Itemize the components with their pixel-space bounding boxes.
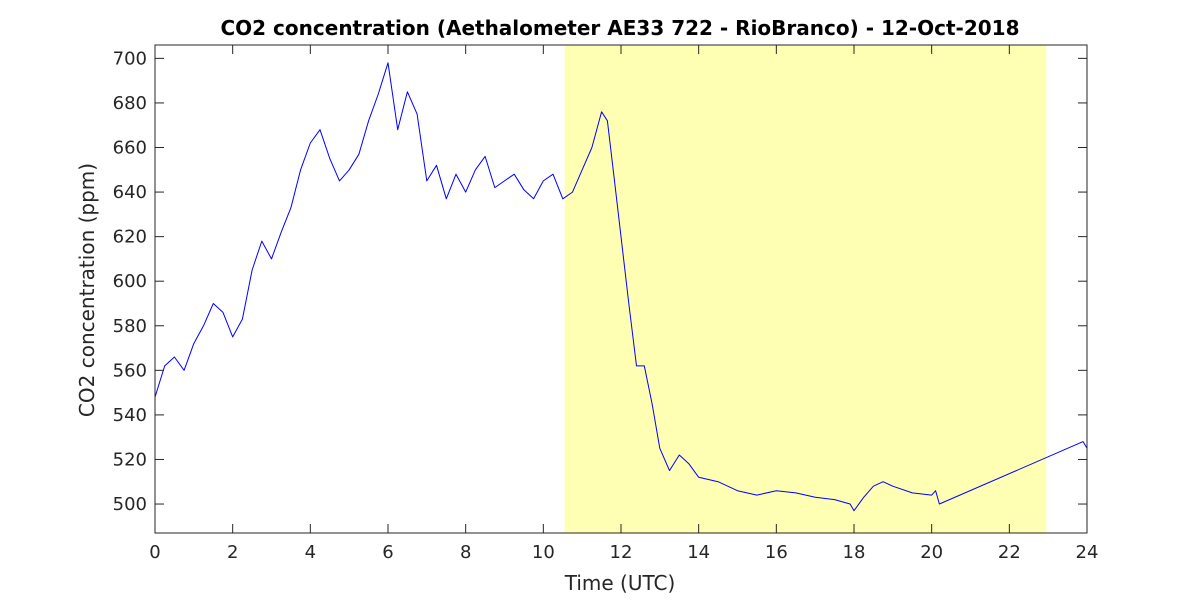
x-tick-label: 20	[920, 542, 943, 563]
x-tick-label: 0	[149, 542, 160, 563]
co2-series-line	[154, 62, 1088, 512]
x-axis-label: Time (UTC)	[564, 571, 676, 595]
y-tick-label: 700	[113, 48, 147, 69]
x-tick-label: 2	[227, 542, 238, 563]
x-tick-label: 14	[687, 542, 710, 563]
y-tick-label: 620	[113, 227, 147, 248]
y-tick-label: 580	[113, 316, 147, 337]
x-tick-label: 10	[532, 542, 555, 563]
x-tick-label: 18	[843, 542, 866, 563]
x-tick-label: 8	[460, 542, 471, 563]
y-tick-label: 600	[113, 271, 147, 292]
series-layer	[154, 62, 1088, 512]
x-tick-label: 4	[305, 542, 316, 563]
shaded-time-band	[564, 45, 1047, 533]
x-tick-label: 24	[1076, 542, 1099, 563]
chart-title: CO2 concentration (Aethalometer AE33 722…	[221, 16, 1020, 40]
y-tick-label: 520	[113, 449, 147, 470]
y-tick-label: 680	[113, 93, 147, 114]
y-tick-label: 500	[113, 494, 147, 515]
x-tick-label: 6	[382, 542, 393, 563]
y-tick-label: 640	[113, 182, 147, 203]
y-tick-label: 660	[113, 138, 147, 159]
y-tick-label: 540	[113, 405, 147, 426]
y-tick-label: 560	[113, 360, 147, 381]
y-axis-label: CO2 concentration (ppm)	[75, 163, 99, 417]
x-tick-label: 22	[998, 542, 1021, 563]
x-tick-label: 12	[610, 542, 633, 563]
ticks-layer: 0 2 4 6 8 10 12 14 16 18 20 22 245005205405605806006…	[113, 45, 1099, 563]
x-tick-label: 16	[765, 542, 788, 563]
